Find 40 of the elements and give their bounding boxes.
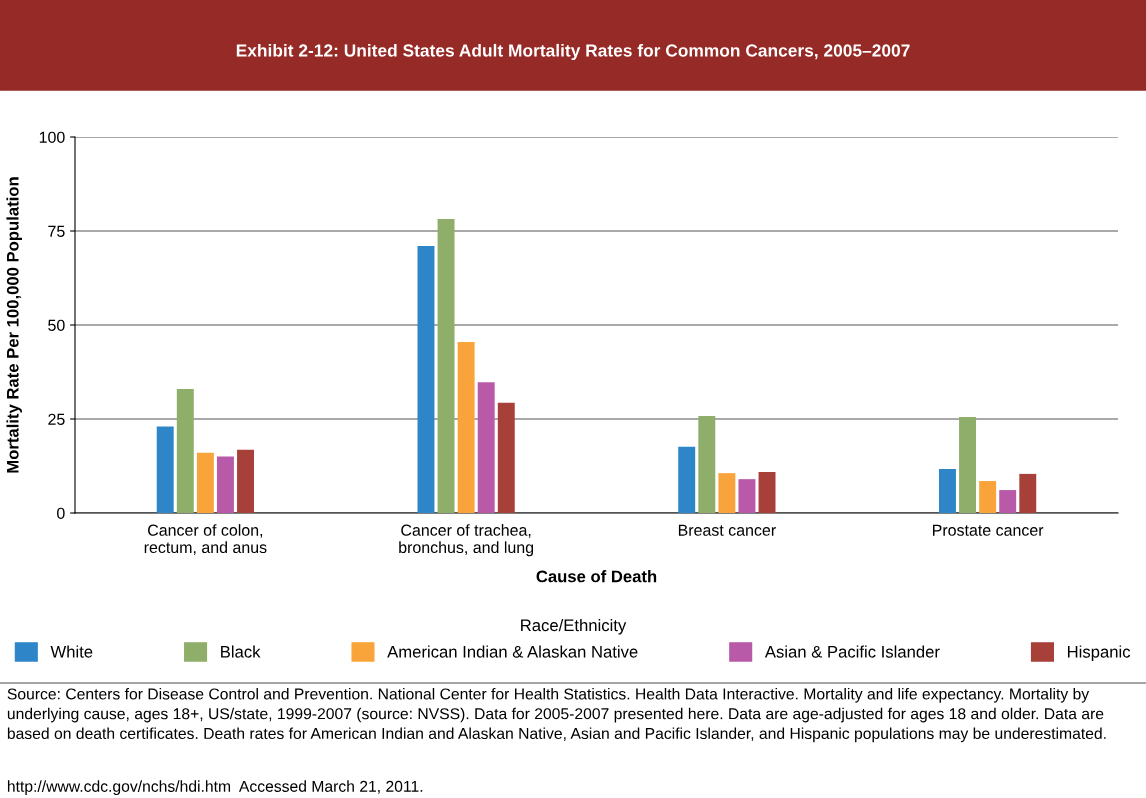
legend-label: White [50,645,93,658]
bar [698,415,716,513]
text: http://www.cdc.gov/nchs/hdi.htm Accessed March 21, 2011. [7,780,423,795]
bar [959,417,977,513]
bar [979,481,997,513]
legend-label: Black [221,645,261,658]
bar [718,473,736,513]
x-tick-label: Breast cancer [678,524,776,536]
legend-label: American Indian & Alaskan Native [387,645,638,658]
bar [999,490,1017,513]
bar [437,218,455,513]
bar [497,402,515,513]
y-tick-label: 0 [57,507,65,519]
x-axis-title: Cause of Death [536,570,657,583]
y-tick-label: 25 [48,413,65,425]
y-tick-label: 50 [48,319,65,331]
legend-label: Asian & Pacific Islander [764,645,940,658]
bar [237,449,254,513]
bar [939,469,956,513]
bar [457,341,475,513]
x-tick-label: Cancer of trachea, bronchus, and lung [399,524,534,557]
bar [1019,473,1037,513]
bar [738,479,756,513]
legend-title: Race/Ethnicity [521,618,627,635]
y-tick-label: 100 [39,131,65,143]
bar [678,446,696,513]
bar [176,388,194,513]
x-tick-label: Prostate cancer [933,524,1044,536]
bar [216,456,234,513]
x-tick-label: Cancer of colon, rectum, and anus [144,524,267,555]
y-tick-label: 75 [48,225,65,237]
y-axis-title: Mortality Rate Per 100,000 Population [6,177,22,473]
bar [477,382,495,513]
bar [417,246,435,513]
bar [758,472,776,513]
legend-label: Hispanic [1067,645,1131,661]
bar [196,452,214,513]
chart-title: Exhibit 2-12: United States Adult Mortality Rates for Common Cancers, 2005–2007 [236,43,910,61]
source-note: Source: Centers for Disease Control and Prevention. National Center for Health Statistics. Health Data Interactive. Mortality and life expectancy. Mortality by underlying cause, ages 18+, US/state, 1999-2007 (source: NVSS). Data for 2005-2007 presented here. Data are age-adjusted for ages 18 and older. Data are based on death certificates. Death rates for American Indian and Alaskan Native, Asian and Pacific Islander, and Hispanic populations may be underestimated. [7,688,1106,743]
bar [156,426,174,513]
